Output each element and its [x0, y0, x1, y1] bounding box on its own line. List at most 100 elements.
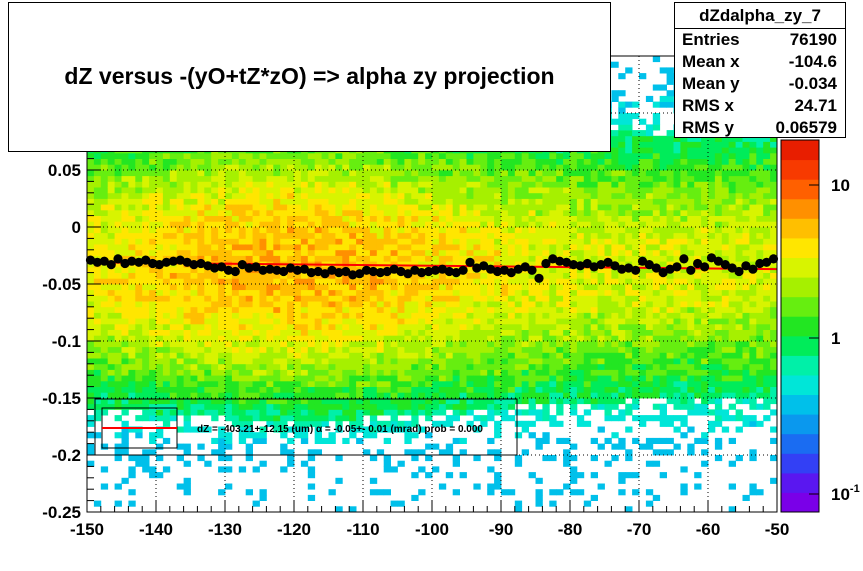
- heatmap-cell: [556, 312, 564, 319]
- heatmap-cell: [604, 209, 612, 216]
- heatmap-cell: [521, 329, 529, 336]
- heatmap-cell: [307, 198, 316, 205]
- heatmap-cell: [197, 244, 205, 251]
- heatmap-cell: [342, 386, 350, 393]
- heatmap-cell: [107, 175, 115, 182]
- heatmap-cell: [162, 466, 171, 473]
- heatmap-cell: [639, 227, 647, 234]
- heatmap-cell: [432, 215, 440, 222]
- heatmap-cell: [197, 158, 205, 165]
- heatmap-cell: [618, 329, 626, 336]
- heatmap-cell: [335, 346, 343, 353]
- heatmap-cell: [528, 227, 536, 234]
- heatmap-cell: [473, 455, 481, 462]
- heatmap-cell: [273, 358, 281, 365]
- heatmap-cell: [501, 341, 509, 348]
- heatmap-cell: [604, 170, 612, 177]
- heatmap-cell: [169, 198, 178, 205]
- heatmap-cell: [356, 312, 364, 319]
- heatmap-cell: [266, 170, 274, 177]
- heatmap-cell: [121, 272, 129, 279]
- heatmap-cell: [121, 152, 129, 159]
- heatmap-cell: [294, 312, 302, 319]
- heatmap-cell: [583, 227, 592, 234]
- heatmap-cell: [659, 369, 667, 376]
- heatmap-cell: [397, 398, 405, 405]
- heatmap-cell: [514, 318, 523, 325]
- heatmap-cell: [514, 341, 523, 348]
- heatmap-cell: [480, 249, 488, 256]
- heatmap-cell: [535, 289, 543, 296]
- heatmap-cell: [156, 375, 164, 382]
- heatmap-cell: [121, 341, 129, 348]
- heatmap-cell: [107, 403, 115, 410]
- heatmap-cell: [121, 158, 129, 165]
- heatmap-cell: [639, 318, 647, 325]
- heatmap-cell: [314, 386, 322, 393]
- heatmap-cell: [611, 244, 619, 251]
- heatmap-cell: [307, 352, 316, 359]
- heatmap-cell: [142, 181, 150, 188]
- heatmap-cell: [135, 181, 143, 188]
- heatmap-cell: [590, 380, 598, 387]
- heatmap-cell: [238, 466, 247, 473]
- heatmap-cell: [618, 164, 626, 171]
- heatmap-cell: [618, 124, 626, 131]
- heatmap-cell: [218, 335, 226, 342]
- heatmap-cell: [632, 318, 640, 325]
- heatmap-cell: [576, 249, 585, 256]
- heatmap-cell: [480, 323, 488, 330]
- heatmap-cell: [238, 284, 247, 291]
- heatmap-cell: [225, 187, 233, 194]
- heatmap-cell: [418, 170, 426, 177]
- heatmap-cell: [162, 312, 171, 319]
- heatmap-cell: [142, 312, 150, 319]
- heatmap-cell: [652, 244, 661, 251]
- heatmap-cell: [535, 158, 543, 165]
- heatmap-cell: [611, 130, 619, 137]
- heatmap-cell: [266, 249, 274, 256]
- heatmap-cell: [556, 409, 564, 416]
- heatmap-cell: [307, 164, 316, 171]
- heatmap-cell: [645, 500, 654, 507]
- heatmap-cell: [211, 346, 219, 353]
- heatmap-cell: [597, 255, 605, 262]
- heatmap-cell: [93, 380, 102, 387]
- heatmap-cell: [100, 352, 109, 359]
- heatmap-cell: [542, 415, 550, 422]
- heatmap-cell: [659, 341, 667, 348]
- heatmap-cell: [93, 227, 102, 234]
- heatmap-cell: [418, 175, 426, 182]
- heatmap-cell: [149, 284, 157, 291]
- heatmap-cell: [556, 352, 564, 359]
- heatmap-cell: [639, 170, 647, 177]
- heatmap-cell: [87, 187, 95, 194]
- heatmap-cell: [259, 380, 267, 387]
- heatmap-cell: [563, 455, 571, 462]
- heatmap-cell: [659, 386, 667, 393]
- heatmap-cell: [645, 323, 654, 330]
- heatmap-cell: [238, 335, 247, 342]
- heatmap-cell: [342, 181, 350, 188]
- heatmap-cell: [300, 198, 309, 205]
- heatmap-cell: [135, 198, 143, 205]
- heatmap-cell: [349, 238, 357, 245]
- heatmap-cell: [597, 158, 605, 165]
- heatmap-cell: [632, 249, 640, 256]
- heatmap-cell: [480, 295, 488, 302]
- heatmap-cell: [259, 232, 267, 239]
- heatmap-cell: [390, 426, 398, 433]
- heatmap-cell: [549, 158, 557, 165]
- heatmap-cell: [266, 295, 274, 302]
- heatmap-cell: [645, 130, 654, 137]
- heatmap-cell: [294, 301, 302, 308]
- heatmap-cell: [273, 255, 281, 262]
- heatmap-cell: [128, 170, 136, 177]
- heatmap-cell: [438, 204, 447, 211]
- heatmap-cell: [397, 346, 405, 353]
- heatmap-cell: [162, 335, 171, 342]
- heatmap-cell: [659, 318, 667, 325]
- heatmap-cell: [542, 170, 550, 177]
- heatmap-cell: [162, 249, 171, 256]
- heatmap-cell: [383, 466, 391, 473]
